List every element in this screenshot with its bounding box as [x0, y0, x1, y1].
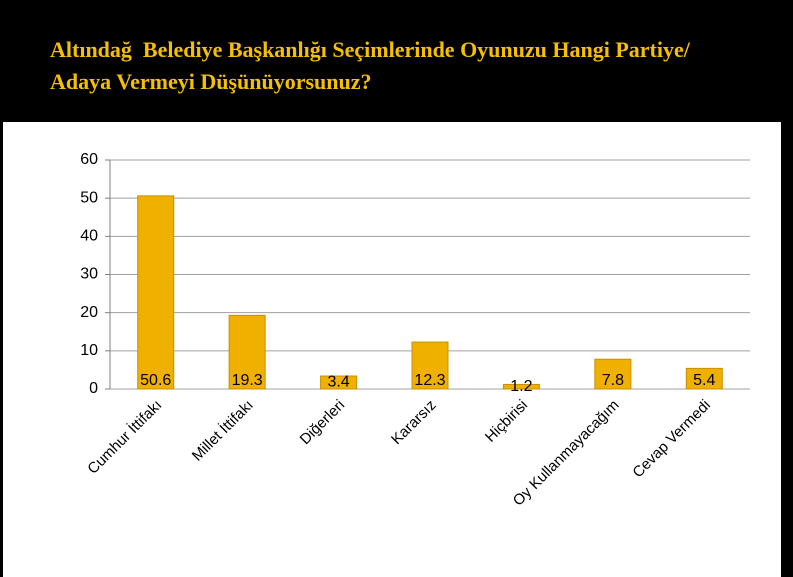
bar	[411, 341, 449, 390]
y-tick-label: 10	[80, 342, 98, 359]
value-label: 50.6	[140, 372, 171, 389]
bar	[228, 314, 266, 390]
value-label: 19.3	[232, 372, 263, 389]
bar	[594, 358, 632, 390]
value-label: 7.8	[602, 372, 624, 389]
bar	[685, 367, 723, 390]
x-tick-label: Diğerleri	[297, 397, 349, 449]
x-tick-label: Cevap Vermedi	[629, 397, 714, 482]
bar	[137, 195, 175, 390]
chart-title: Altındağ Belediye Başkanlığı Seçimlerind…	[50, 37, 695, 94]
x-tick-label: Cumhur İttifakı	[84, 396, 166, 478]
value-label: 3.4	[327, 374, 349, 391]
x-tick-label: Kararsız	[388, 397, 440, 449]
header: Altındağ Belediye Başkanlığı Seçimlerind…	[0, 0, 793, 122]
y-tick-label: 0	[89, 380, 98, 397]
y-tick-label: 30	[80, 266, 98, 283]
y-tick-label: 40	[80, 228, 98, 245]
x-tick-label: Hiçbirisi	[482, 397, 531, 446]
value-label: 12.3	[414, 372, 445, 389]
x-tick-label: Oy Kullanmayacağım	[510, 397, 623, 510]
bar	[502, 383, 540, 390]
value-label: 1.2	[510, 378, 532, 395]
y-tick-label: 60	[80, 151, 98, 168]
value-label: 5.4	[693, 372, 715, 389]
x-tick-label: Millet İttifakı	[188, 396, 257, 465]
y-tick-label: 50	[80, 189, 98, 206]
y-tick-label: 20	[80, 304, 98, 321]
bar	[320, 375, 358, 390]
